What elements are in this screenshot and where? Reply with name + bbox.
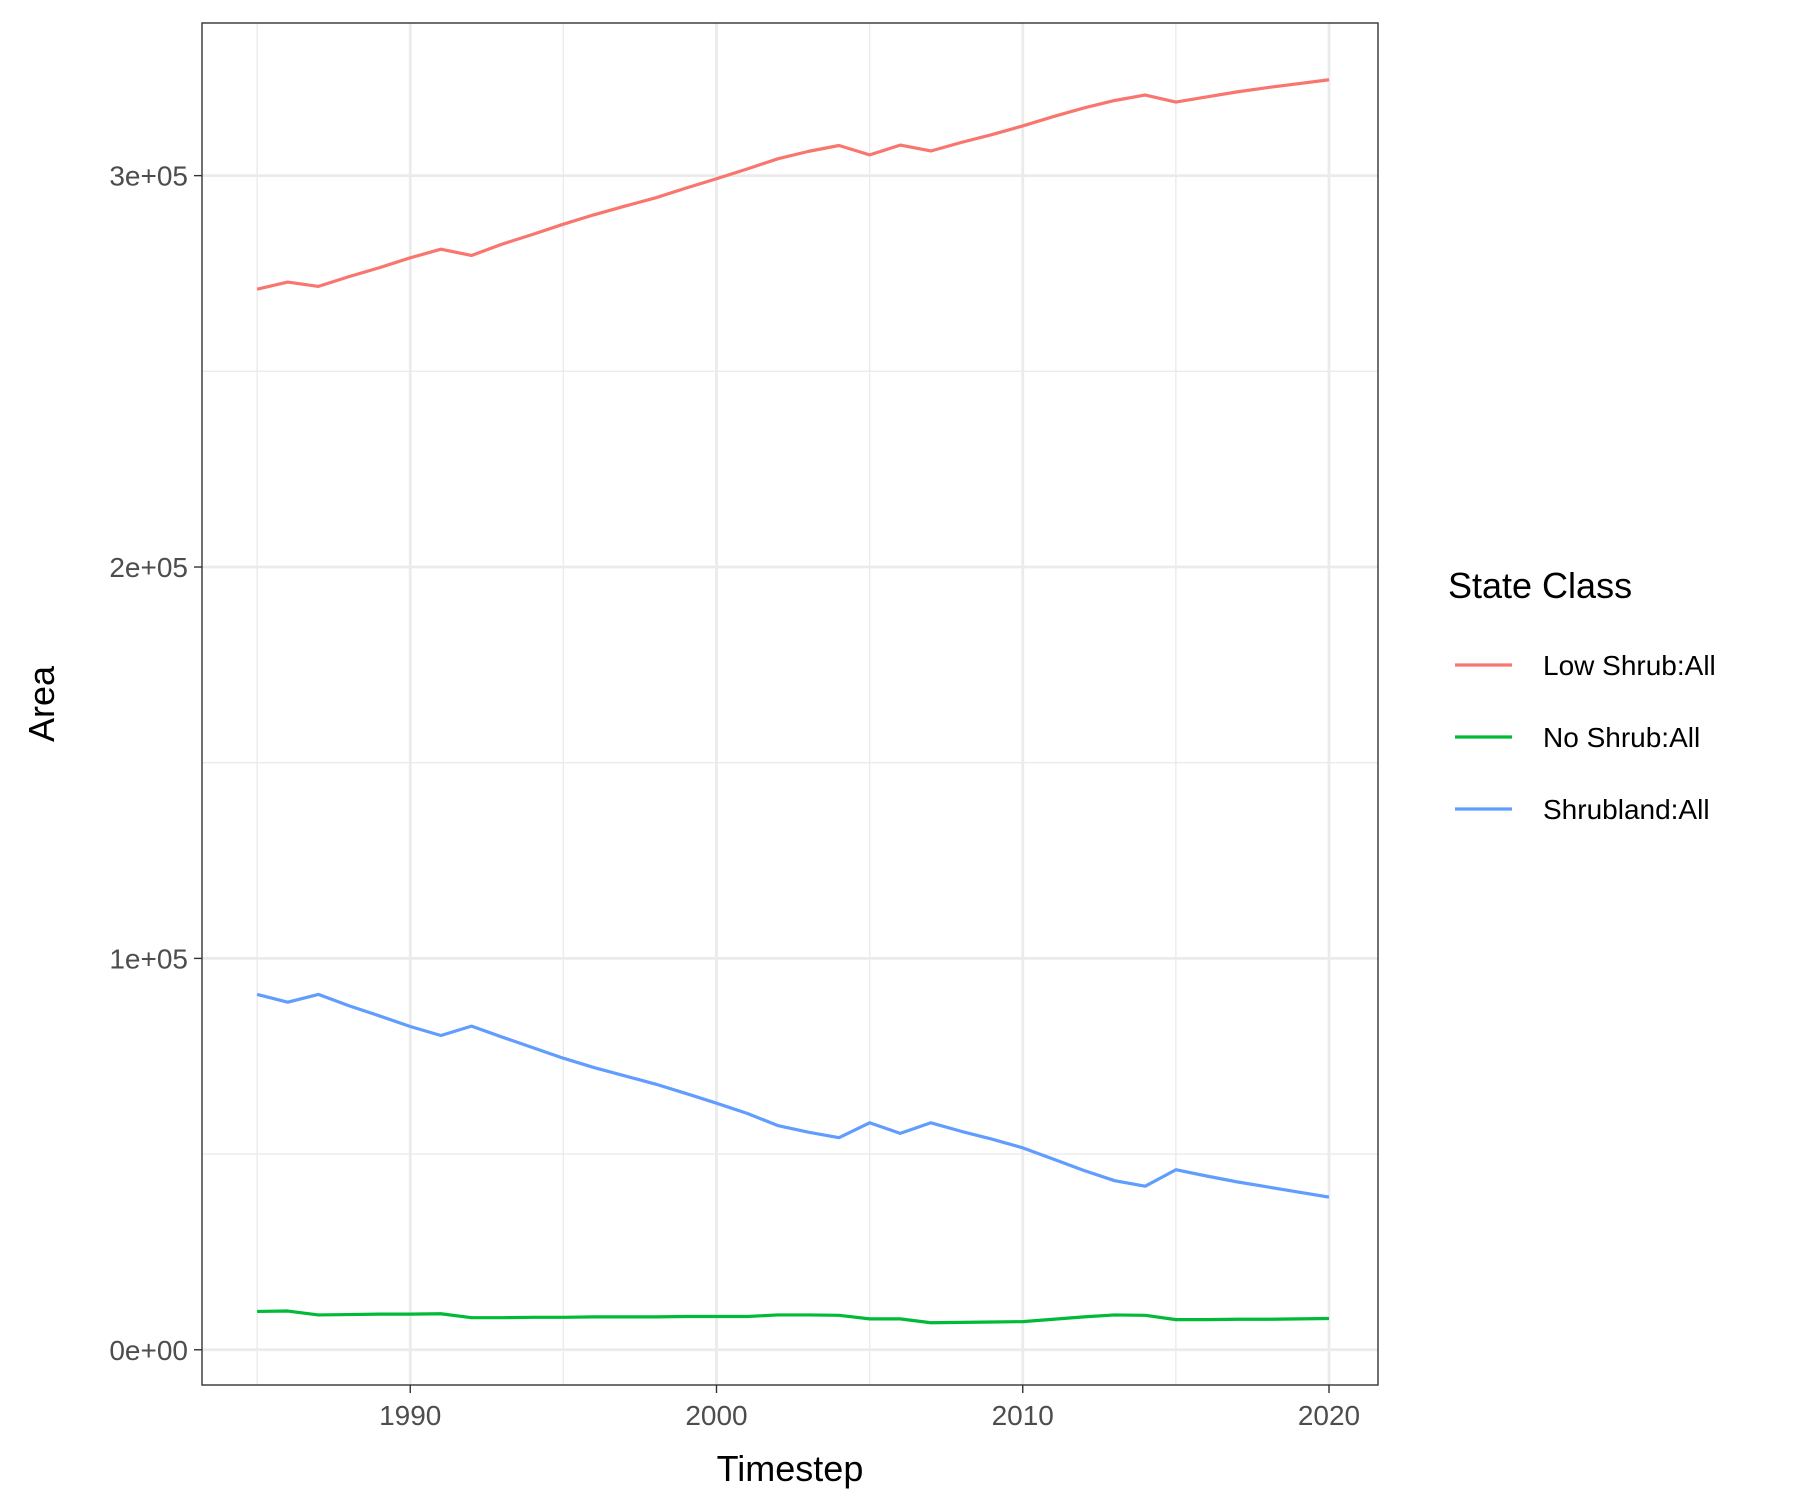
y-tick-label: 3e+05 <box>109 161 188 192</box>
panel-background <box>202 23 1378 1385</box>
panel-border <box>201 22 1379 1386</box>
x-tick-labels: 1990 2000 2010 2020 <box>379 1400 1360 1431</box>
legend-items: Low Shrub:All No Shrub:All Shrubland:All <box>1455 650 1716 825</box>
series-line-low-shrub-all <box>256 78 1330 291</box>
series-line-shrubland-all <box>256 992 1330 1199</box>
x-tick-label: 2010 <box>992 1400 1054 1431</box>
legend-title: State Class <box>1448 565 1632 606</box>
x-tick-label: 1990 <box>379 1400 441 1431</box>
legend-label-shrubland-all: Shrubland:All <box>1543 794 1710 825</box>
axis-ticks <box>194 174 1330 1393</box>
legend: State Class Low Shrub:All No Shrub:All Shr… <box>1448 565 1716 825</box>
major-gridlines <box>202 23 1378 1385</box>
x-axis-title: Timestep <box>717 1448 864 1489</box>
series-line-no-shrub-all <box>257 1309 1330 1325</box>
legend-label-low-shrub-all: Low Shrub:All <box>1543 650 1716 681</box>
minor-gridlines <box>202 23 1378 1385</box>
y-tick-label: 1e+05 <box>109 943 188 974</box>
x-tick-label: 2000 <box>685 1400 747 1431</box>
y-tick-label: 2e+05 <box>109 552 188 583</box>
series-lines <box>256 78 1330 1325</box>
y-axis-title: Area <box>21 665 62 742</box>
y-tick-labels: 0e+00 1e+05 2e+05 3e+05 <box>109 161 188 1366</box>
legend-label-no-shrub-all: No Shrub:All <box>1543 722 1700 753</box>
x-tick-label: 2020 <box>1298 1400 1360 1431</box>
y-tick-label: 0e+00 <box>109 1335 188 1366</box>
